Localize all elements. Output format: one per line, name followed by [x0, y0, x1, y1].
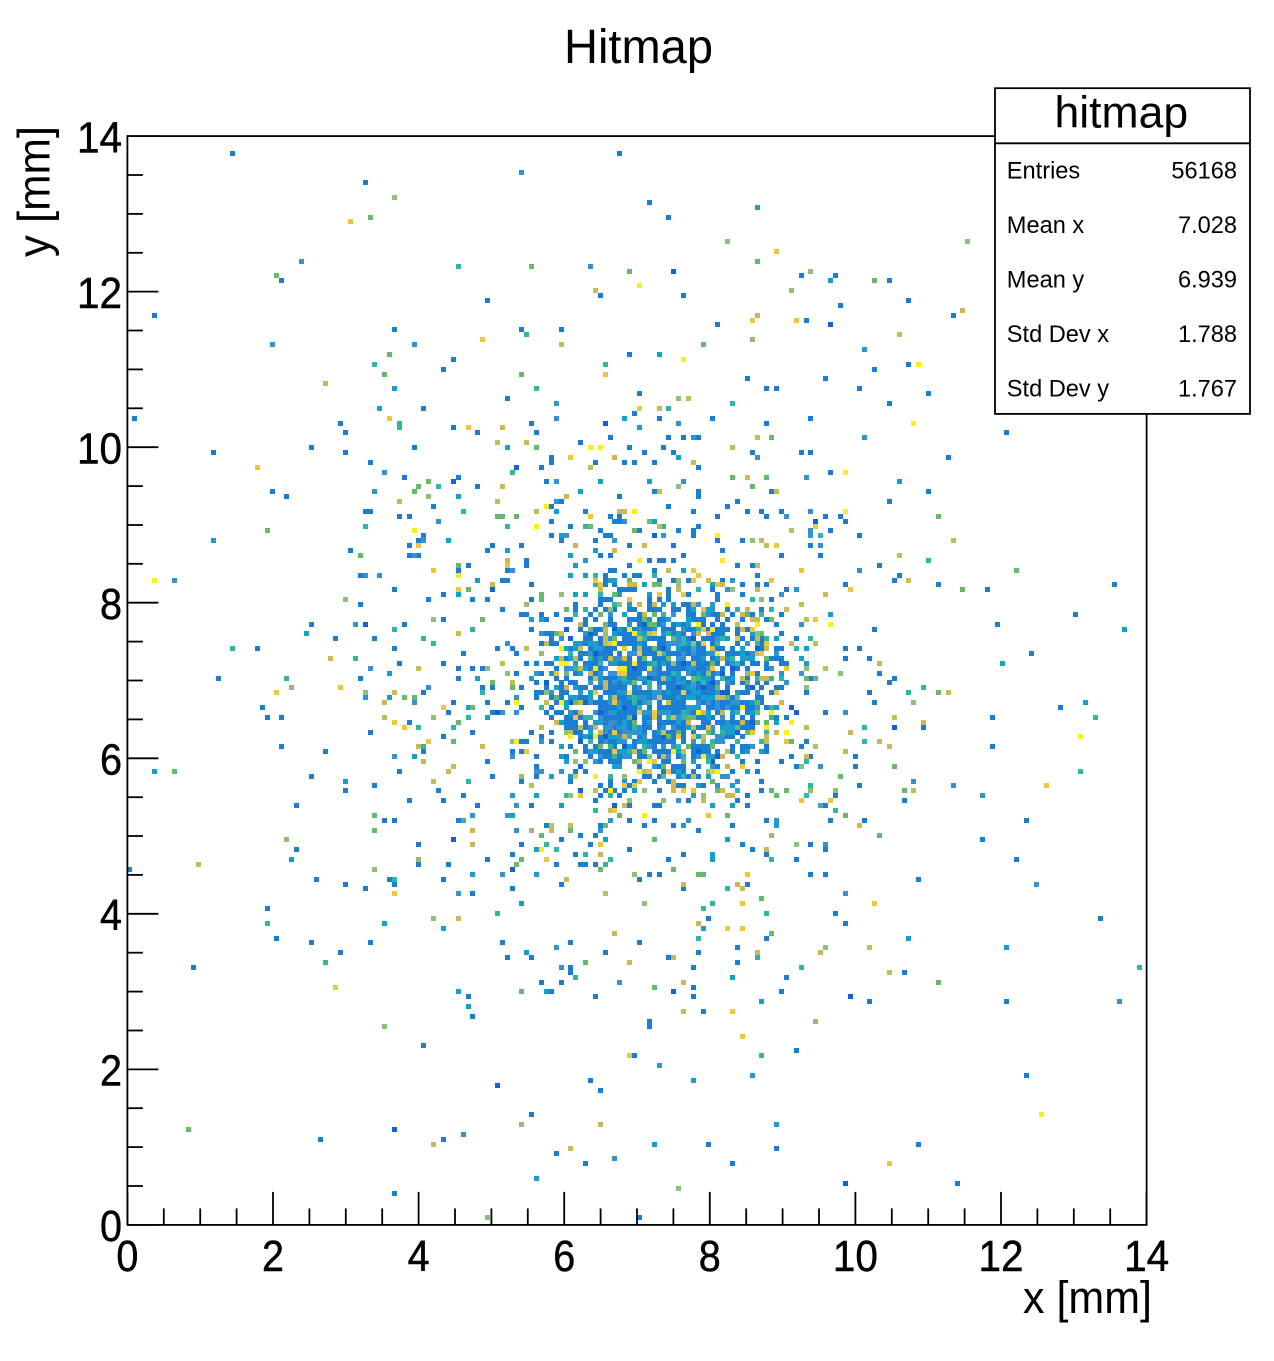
svg-text:0: 0 [100, 1203, 122, 1251]
svg-text:7.028: 7.028 [1178, 213, 1237, 239]
svg-text:Mean x: Mean x [1007, 213, 1085, 239]
svg-text:6: 6 [553, 1233, 575, 1281]
svg-text:56168: 56168 [1171, 158, 1237, 184]
svg-text:0: 0 [116, 1233, 138, 1281]
svg-text:hitmap: hitmap [1055, 89, 1189, 138]
svg-text:Std Dev y: Std Dev y [1007, 377, 1109, 403]
svg-text:y [mm]: y [mm] [9, 126, 60, 257]
svg-text:4: 4 [408, 1233, 430, 1281]
svg-text:1.788: 1.788 [1178, 322, 1237, 348]
svg-text:12: 12 [77, 270, 122, 318]
svg-text:10: 10 [833, 1233, 878, 1281]
svg-text:6: 6 [100, 737, 122, 785]
svg-text:14: 14 [77, 114, 122, 162]
svg-text:2: 2 [262, 1233, 284, 1281]
svg-text:Entries: Entries [1007, 158, 1080, 184]
svg-text:2: 2 [100, 1048, 122, 1096]
svg-text:x [mm]: x [mm] [1023, 1272, 1152, 1323]
svg-text:8: 8 [699, 1233, 721, 1281]
svg-text:Hitmap: Hitmap [564, 20, 713, 74]
svg-text:1.767: 1.767 [1178, 377, 1237, 403]
svg-text:Mean y: Mean y [1007, 268, 1085, 294]
svg-text:8: 8 [100, 581, 122, 629]
svg-text:12: 12 [979, 1233, 1024, 1281]
svg-text:4: 4 [100, 892, 122, 940]
svg-text:Std Dev x: Std Dev x [1007, 322, 1109, 348]
svg-text:6.939: 6.939 [1178, 268, 1237, 294]
svg-text:10: 10 [77, 425, 122, 473]
svg-text:14: 14 [1124, 1233, 1169, 1281]
